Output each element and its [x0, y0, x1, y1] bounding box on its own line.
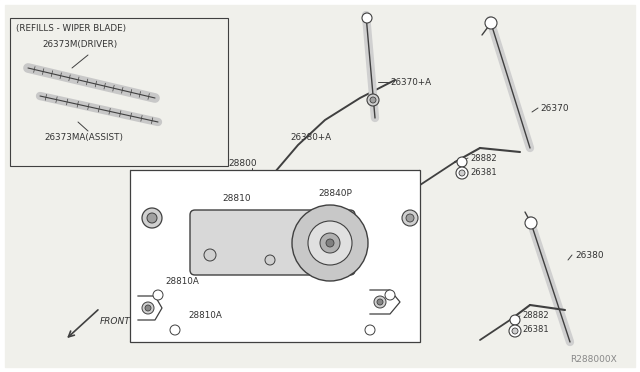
- Circle shape: [153, 290, 163, 300]
- Bar: [130, 170, 420, 342]
- Bar: [10, 18, 228, 166]
- Circle shape: [385, 290, 395, 300]
- Text: 28810: 28810: [222, 193, 251, 202]
- Circle shape: [456, 167, 468, 179]
- Circle shape: [365, 325, 375, 335]
- Text: 26380+A: 26380+A: [290, 132, 331, 141]
- Circle shape: [509, 325, 521, 337]
- Circle shape: [525, 217, 537, 229]
- Text: 26373M(DRIVER): 26373M(DRIVER): [42, 39, 117, 48]
- Text: 28882: 28882: [470, 154, 497, 163]
- Circle shape: [512, 328, 518, 334]
- Circle shape: [308, 221, 352, 265]
- Text: 28840P: 28840P: [318, 189, 352, 198]
- Text: R288000X: R288000X: [570, 356, 617, 365]
- Circle shape: [457, 157, 467, 167]
- Circle shape: [406, 214, 414, 222]
- Circle shape: [510, 315, 520, 325]
- Text: 28882: 28882: [522, 311, 548, 321]
- Text: 28810A: 28810A: [165, 278, 199, 286]
- Circle shape: [320, 233, 340, 253]
- Text: 28810A: 28810A: [188, 311, 222, 320]
- Text: 26370+A: 26370+A: [390, 77, 431, 87]
- Text: FRONT: FRONT: [100, 317, 131, 327]
- Circle shape: [170, 325, 180, 335]
- Circle shape: [265, 255, 275, 265]
- Circle shape: [362, 13, 372, 23]
- Circle shape: [326, 239, 334, 247]
- Circle shape: [292, 205, 368, 281]
- FancyBboxPatch shape: [190, 210, 355, 275]
- Text: 26373MA(ASSIST): 26373MA(ASSIST): [44, 132, 123, 141]
- Circle shape: [402, 210, 418, 226]
- Text: 26381: 26381: [470, 167, 497, 176]
- Text: 26381: 26381: [522, 326, 548, 334]
- Text: 28800: 28800: [228, 158, 257, 167]
- Text: 26370: 26370: [540, 103, 568, 112]
- Circle shape: [374, 296, 386, 308]
- Text: 26380: 26380: [575, 250, 604, 260]
- Text: (REFILLS - WIPER BLADE): (REFILLS - WIPER BLADE): [16, 23, 126, 32]
- Circle shape: [370, 97, 376, 103]
- Circle shape: [485, 17, 497, 29]
- Circle shape: [145, 305, 151, 311]
- Circle shape: [142, 302, 154, 314]
- Circle shape: [142, 208, 162, 228]
- Circle shape: [367, 94, 379, 106]
- Circle shape: [459, 170, 465, 176]
- Circle shape: [204, 249, 216, 261]
- Circle shape: [147, 213, 157, 223]
- Circle shape: [377, 299, 383, 305]
